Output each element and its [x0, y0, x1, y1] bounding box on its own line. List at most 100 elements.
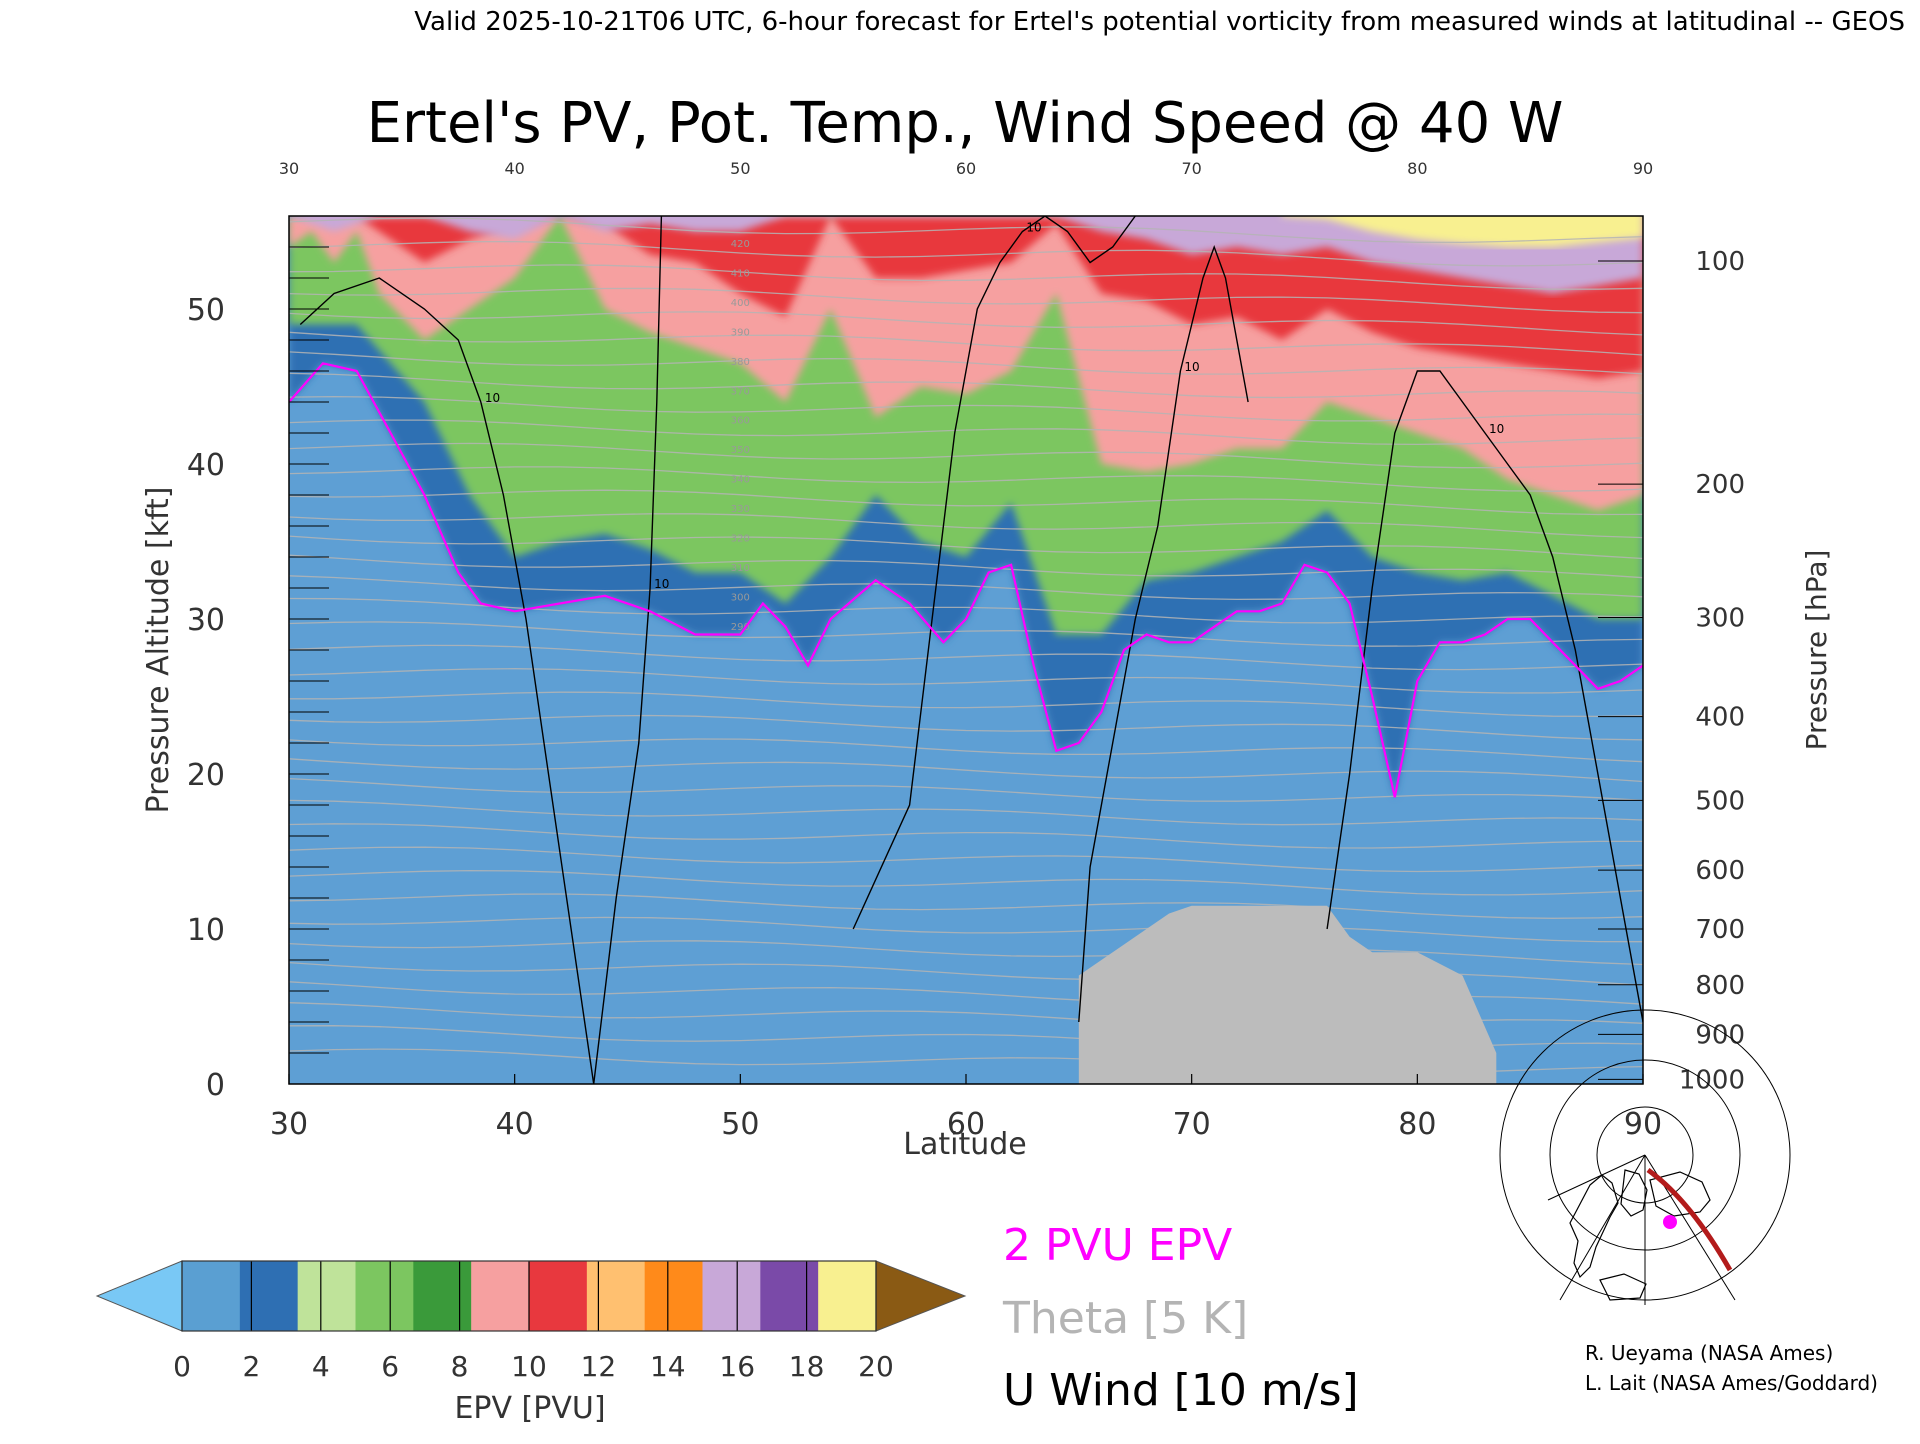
- pressure-tick-label: 400: [1695, 703, 1745, 733]
- theta-contour: [289, 372, 1643, 399]
- x-tick-label: 70: [1173, 1107, 1211, 1142]
- theta-contour: [289, 668, 1643, 694]
- colorbar-tick-label: 20: [858, 1350, 894, 1383]
- legend-u-wind: U Wind [10 m/s]: [1003, 1365, 1359, 1416]
- theta-contour-label: 390: [731, 327, 750, 338]
- chart-title: Ertel's PV, Pot. Temp., Wind Speed @ 40 …: [367, 91, 1564, 156]
- u-wind-contour: [1078, 244, 1249, 1023]
- pressure-tick-label: 500: [1695, 786, 1745, 816]
- theta-contour: [289, 714, 1643, 741]
- colorbar-tick-label: 12: [581, 1350, 617, 1383]
- pressure-tick-label: 200: [1695, 470, 1745, 500]
- y2-axis-label: Pressure [hPa]: [1800, 550, 1833, 751]
- u-wind-contours: 10 10 10 10 10: [299, 216, 1643, 1084]
- theta-contour-label: 350: [731, 445, 750, 456]
- theta-contour-label: 420: [731, 239, 750, 250]
- colorbar-tick-label: 18: [789, 1350, 825, 1383]
- y-axis-label: Pressure Altitude [kft]: [141, 487, 176, 814]
- u-wind-contour: [1326, 370, 1643, 1023]
- colorbar-low-arrow: [95, 1260, 183, 1332]
- colorbar-tick-label: 10: [511, 1350, 547, 1383]
- theta-contour-label: 330: [731, 504, 750, 515]
- u-wind-contour: [593, 216, 663, 1084]
- theta-contour: [289, 264, 1643, 290]
- theta-contour-label: 290: [731, 622, 750, 633]
- pv-band-fill: [289, 216, 1643, 294]
- theta-contour: [289, 823, 1643, 849]
- y-axis-left: 0 10 20 30 40 50: [187, 215, 329, 1103]
- x-tick-label: 40: [496, 1107, 534, 1142]
- x-top-tick-label: 70: [1181, 159, 1201, 178]
- x-top-tick-label: 40: [504, 159, 524, 178]
- pressure-tick-label: 100: [1695, 247, 1745, 277]
- theta-contour: [289, 217, 1643, 244]
- theta-contour-label: 410: [731, 268, 750, 279]
- theta-contour: [289, 621, 1643, 647]
- colorbar-swatch: [818, 1261, 877, 1331]
- colorbar-swatch: [355, 1261, 414, 1331]
- colorbar-swatch: [586, 1261, 646, 1331]
- inset-map-location-dot: [1663, 1215, 1677, 1229]
- y-tick-label: 0: [206, 1068, 225, 1103]
- theta-contour: [289, 513, 1643, 539]
- pressure-tick-label: 600: [1695, 856, 1745, 886]
- x-axis-bottom: 30 40 50 60 70 80 90: [270, 1074, 1662, 1142]
- pressure-tick-label: 1000: [1679, 1065, 1745, 1095]
- theta-contour: [289, 287, 1643, 314]
- theta-contour: [289, 535, 1643, 560]
- theta-contour-label: 310: [731, 563, 750, 574]
- theta-contour: [289, 846, 1643, 873]
- theta-contour: [289, 575, 1643, 601]
- x-top-tick-label: 30: [279, 159, 299, 178]
- colorbar-frame: [181, 1260, 877, 1332]
- legend-2pvu: 2 PVU EPV: [1003, 1220, 1232, 1271]
- x-tick-label: 50: [721, 1107, 759, 1142]
- colorbar-swatch: [413, 1261, 472, 1331]
- colorbar-label: EPV [PVU]: [454, 1391, 605, 1426]
- theta-contour-label: 370: [731, 386, 750, 397]
- colorbar-tick-label: 14: [650, 1350, 686, 1383]
- colorbar-swatch: [471, 1261, 530, 1331]
- u-wind-contour-label: 10: [1026, 221, 1041, 235]
- x-tick-label: 60: [947, 1107, 985, 1142]
- pressure-tick-label: 300: [1695, 603, 1745, 633]
- x-top-tick-label: 50: [730, 159, 750, 178]
- colorbar-swatch: [760, 1261, 819, 1331]
- theta-contour: [289, 351, 1643, 375]
- two-pvu-contour: [289, 362, 1643, 798]
- colorbar-swatch: [702, 1261, 761, 1331]
- colorbar-tick-label: 4: [312, 1350, 330, 1383]
- inset-location-map: [1499, 1009, 1791, 1305]
- theta-contour: [289, 419, 1643, 446]
- x-tick-label: 80: [1398, 1107, 1436, 1142]
- theta-contour: [289, 916, 1643, 943]
- colorbar-high-arrow: [875, 1260, 967, 1332]
- colorbar: 0 2 4 6 8 10 12 14 16 18 20: [95, 1260, 967, 1383]
- y-axis-right: 100 200 300 400 500 600 700 800 900 1000: [1598, 247, 1745, 1095]
- theta-contour: [289, 489, 1643, 516]
- pressure-tick-label: 900: [1695, 1020, 1745, 1050]
- theta-contour-label: 360: [731, 416, 750, 427]
- theta-contour: [289, 240, 1643, 267]
- theta-contour-label: 300: [731, 592, 750, 603]
- theta-contour: [289, 758, 1643, 783]
- colorbar-swatch: [644, 1261, 703, 1331]
- theta-contour: [289, 893, 1643, 919]
- y-tick-label: 30: [187, 603, 225, 638]
- x-tick-label: 30: [270, 1107, 308, 1142]
- colorbar-tick-label: 8: [451, 1350, 469, 1383]
- inset-map-coastline: [1569, 1169, 1711, 1301]
- theta-contour: [289, 554, 1643, 579]
- terrain-block: [1078, 905, 1497, 1084]
- theta-contour: [289, 777, 1643, 802]
- valid-time-header: Valid 2025-10-21T06 UTC, 6-hour forecast…: [414, 7, 1905, 37]
- theta-contour: [289, 331, 1643, 356]
- theta-contour: [289, 311, 1643, 336]
- two-pvu-line: [289, 362, 1643, 798]
- colorbar-swatch: [239, 1261, 299, 1331]
- theta-contour: [289, 799, 1643, 826]
- credit-line-1: R. Ueyama (NASA Ames): [1585, 1341, 1833, 1365]
- x-top-tick-label: 80: [1407, 159, 1427, 178]
- theta-contour: [289, 466, 1643, 492]
